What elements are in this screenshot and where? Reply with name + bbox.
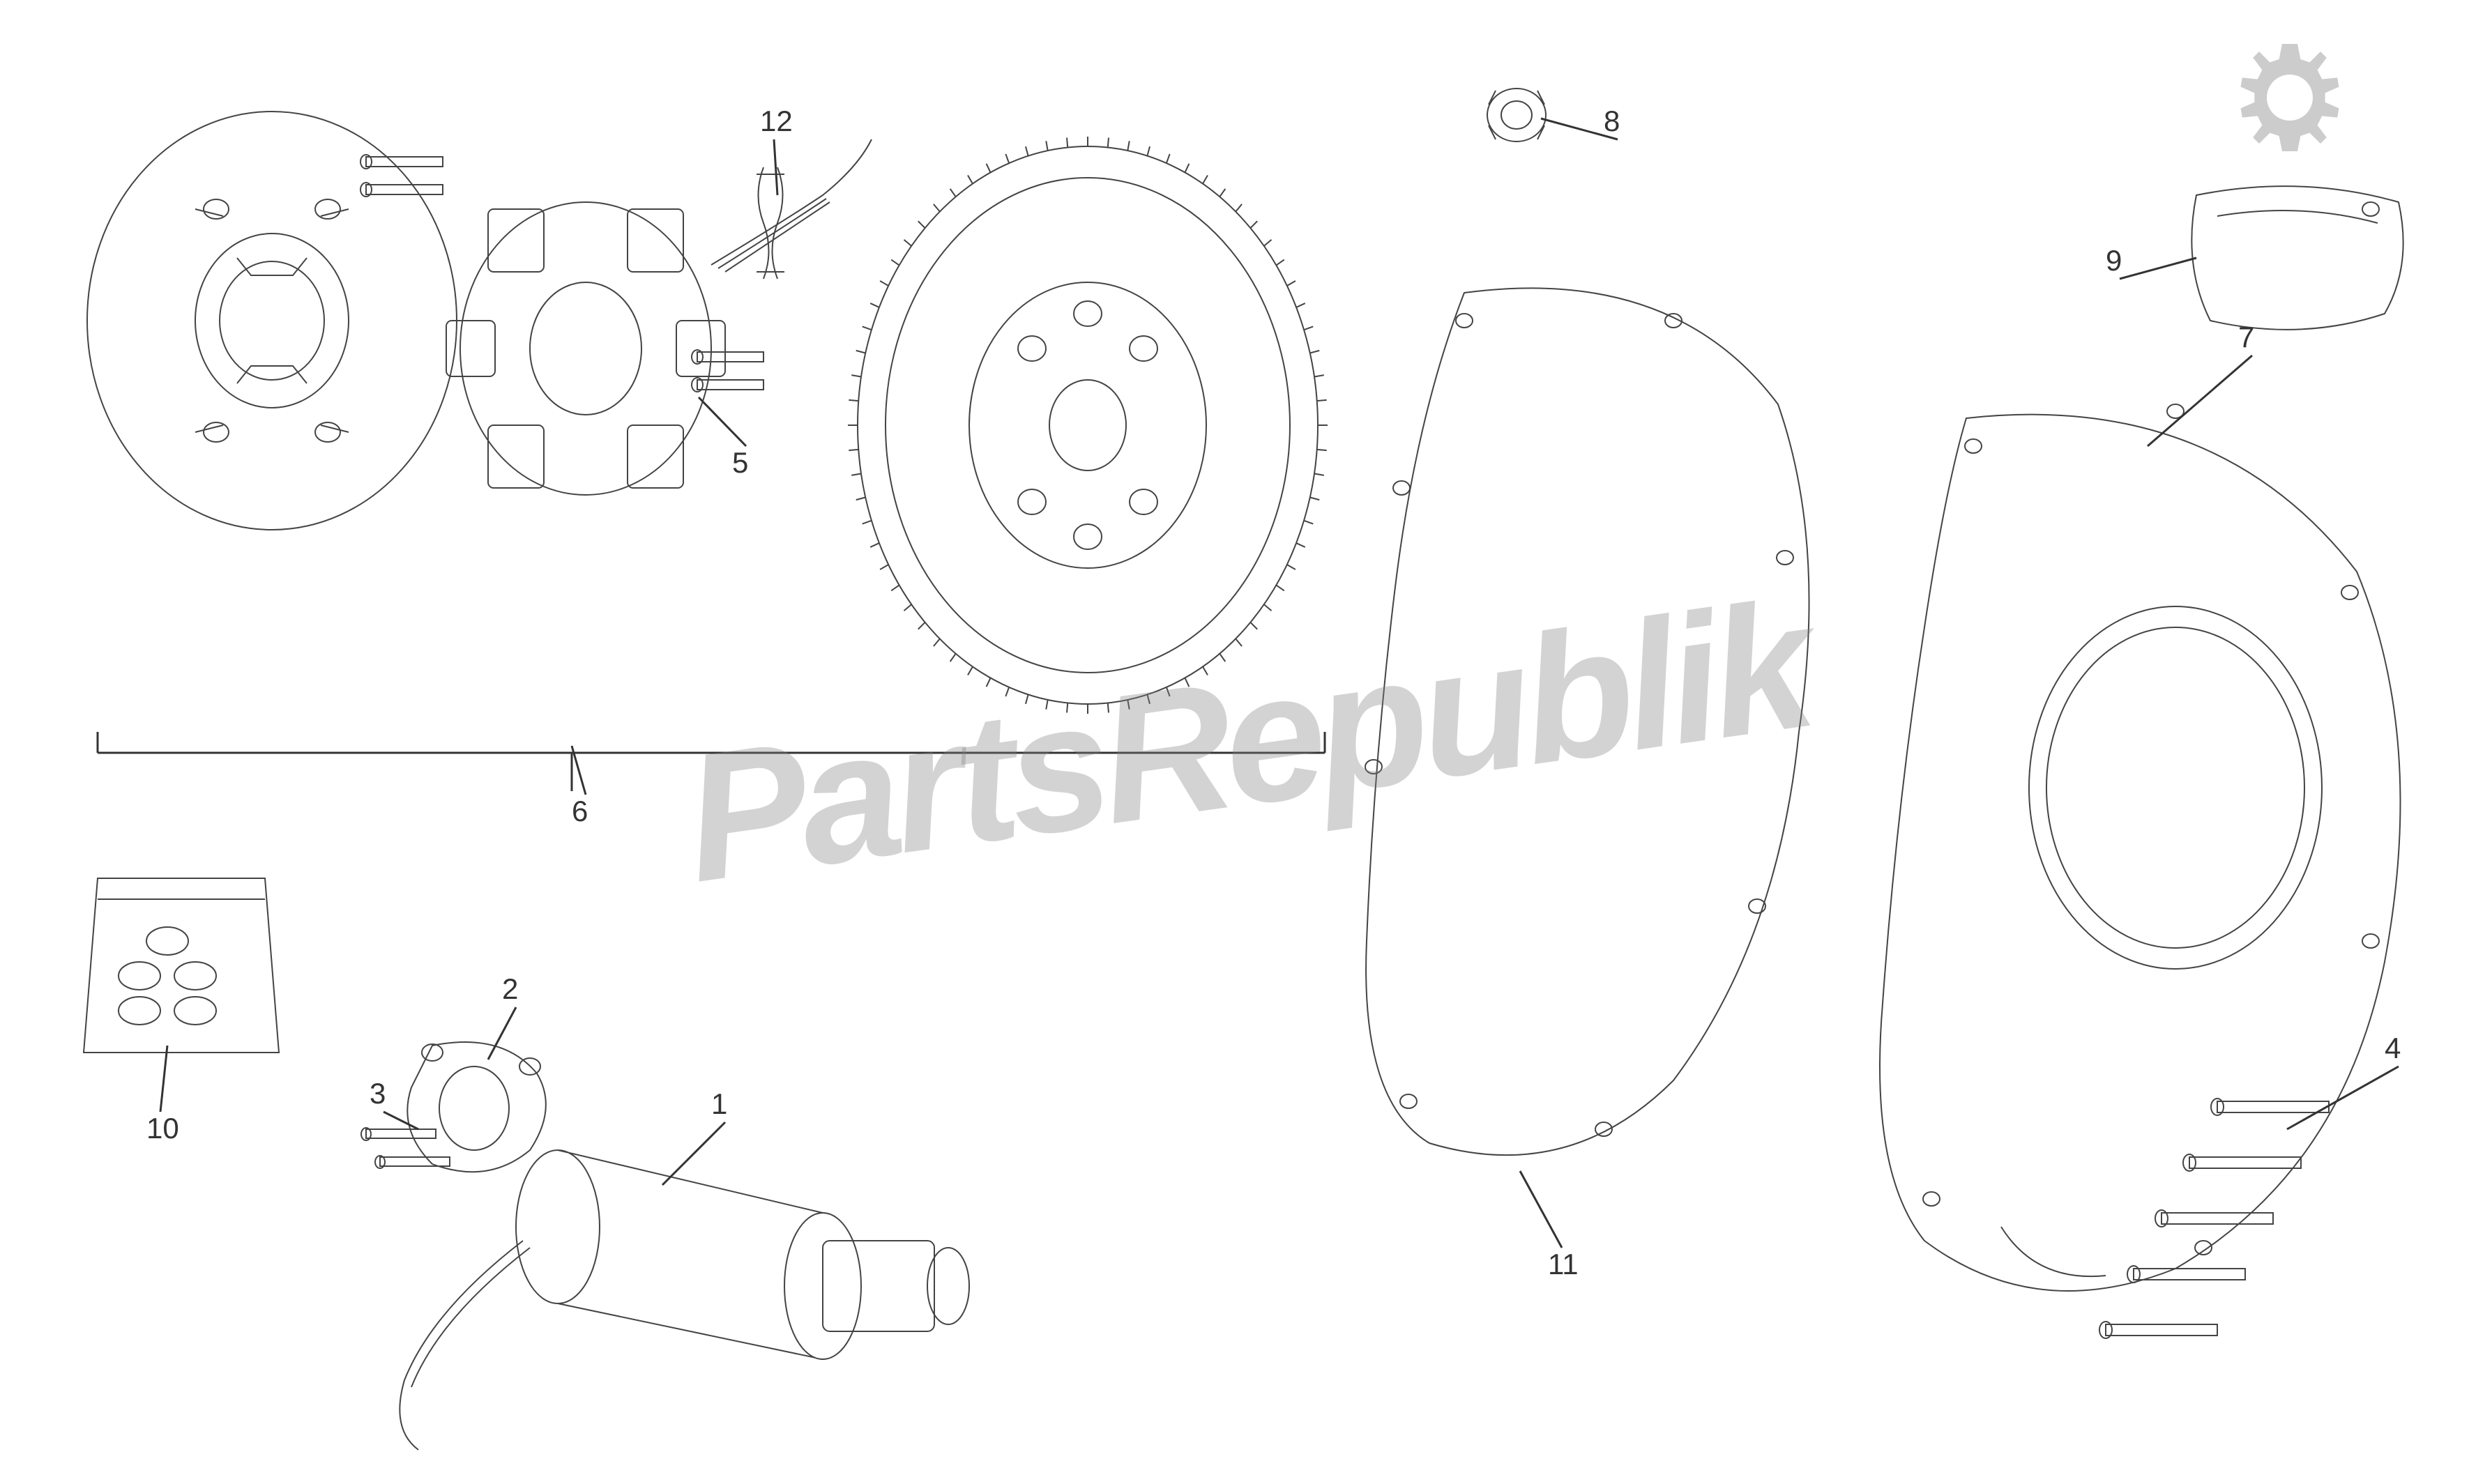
gasket-drawing bbox=[1365, 288, 1809, 1155]
starter-motor-drawing bbox=[400, 1150, 969, 1450]
flywheel-gear-drawing bbox=[858, 146, 1318, 704]
part-label-10: 10 bbox=[146, 1112, 179, 1145]
part-label-6: 6 bbox=[572, 795, 588, 828]
stator-coil-drawing bbox=[446, 139, 872, 495]
bracket-screws-drawing bbox=[361, 1128, 450, 1168]
bracket-line-6 bbox=[98, 732, 1325, 791]
part-label-1: 1 bbox=[711, 1087, 727, 1121]
gear-teeth-drawing bbox=[848, 137, 1328, 714]
bushing-drawing bbox=[1487, 89, 1546, 141]
motor-bracket-drawing bbox=[407, 1042, 546, 1172]
cover-drawing bbox=[1880, 404, 2401, 1291]
part-label-8: 8 bbox=[1604, 105, 1620, 138]
stator-screws-drawing bbox=[692, 350, 763, 392]
part-label-5: 5 bbox=[732, 446, 748, 480]
parts-diagram-container: PartsRepublik bbox=[0, 0, 2492, 1484]
stator-plate-drawing bbox=[87, 112, 457, 530]
part-label-2: 2 bbox=[502, 972, 518, 1006]
part-label-9: 9 bbox=[2106, 244, 2122, 277]
tool-pouch-drawing bbox=[2191, 186, 2403, 330]
part-label-4: 4 bbox=[2385, 1032, 2401, 1065]
gear-logo-icon bbox=[2213, 21, 2366, 174]
part-label-12: 12 bbox=[760, 105, 793, 138]
plate-screws-drawing bbox=[360, 155, 443, 197]
part-label-7: 7 bbox=[2238, 321, 2254, 354]
part-label-11: 11 bbox=[1548, 1248, 1579, 1281]
parts-svg-layer bbox=[0, 0, 2492, 1484]
shim-kit-drawing bbox=[84, 878, 279, 1053]
part-label-3: 3 bbox=[370, 1077, 386, 1110]
